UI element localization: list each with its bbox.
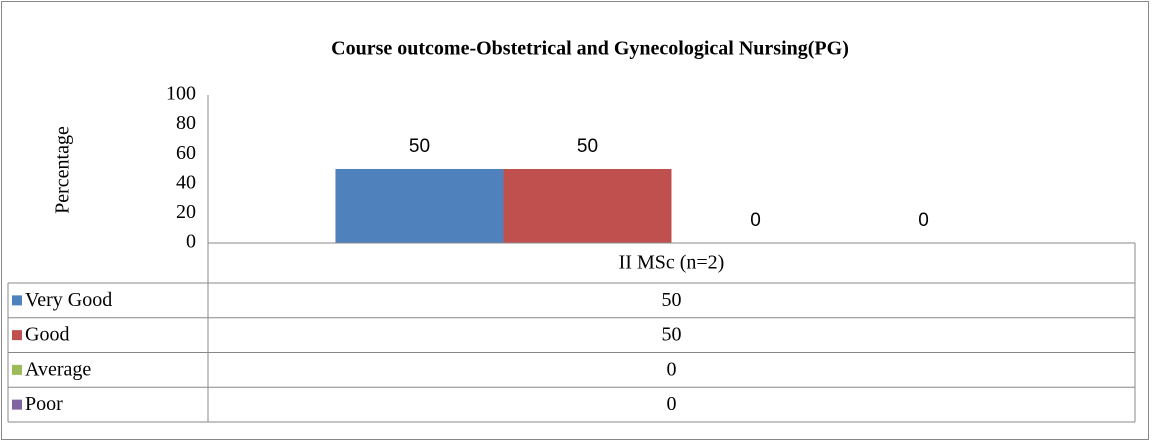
table-value: 50 <box>662 324 682 346</box>
table-value: 0 <box>667 393 677 415</box>
legend-key <box>12 295 22 306</box>
chart-title: Course outcome-Obstetrical and Gynecolog… <box>331 38 849 60</box>
y-tick-label: 20 <box>176 201 196 223</box>
y-tick-label: 40 <box>176 171 196 193</box>
bar <box>503 169 672 243</box>
data-label: 0 <box>750 210 761 231</box>
y-axis-label: Percentage <box>52 126 74 214</box>
data-label: 0 <box>918 210 929 231</box>
table-value: 50 <box>662 289 682 311</box>
bar <box>335 169 504 243</box>
table-value: 0 <box>667 358 677 380</box>
legend-key <box>12 364 22 375</box>
legend-key <box>12 399 22 410</box>
y-tick-label: 100 <box>166 83 196 105</box>
legend-key <box>12 330 22 341</box>
y-tick-label: 0 <box>186 231 196 253</box>
y-tick-label: 60 <box>176 142 196 164</box>
x-tick-label: II MSc (n=2) <box>619 252 725 274</box>
data-label: 50 <box>409 136 430 157</box>
legend-label: Average <box>25 358 91 380</box>
data-label: 50 <box>577 136 598 157</box>
legend-label: Good <box>25 324 69 346</box>
legend-label: Poor <box>25 393 63 415</box>
y-tick-label: 80 <box>176 112 196 134</box>
legend-label: Very Good <box>25 289 112 311</box>
